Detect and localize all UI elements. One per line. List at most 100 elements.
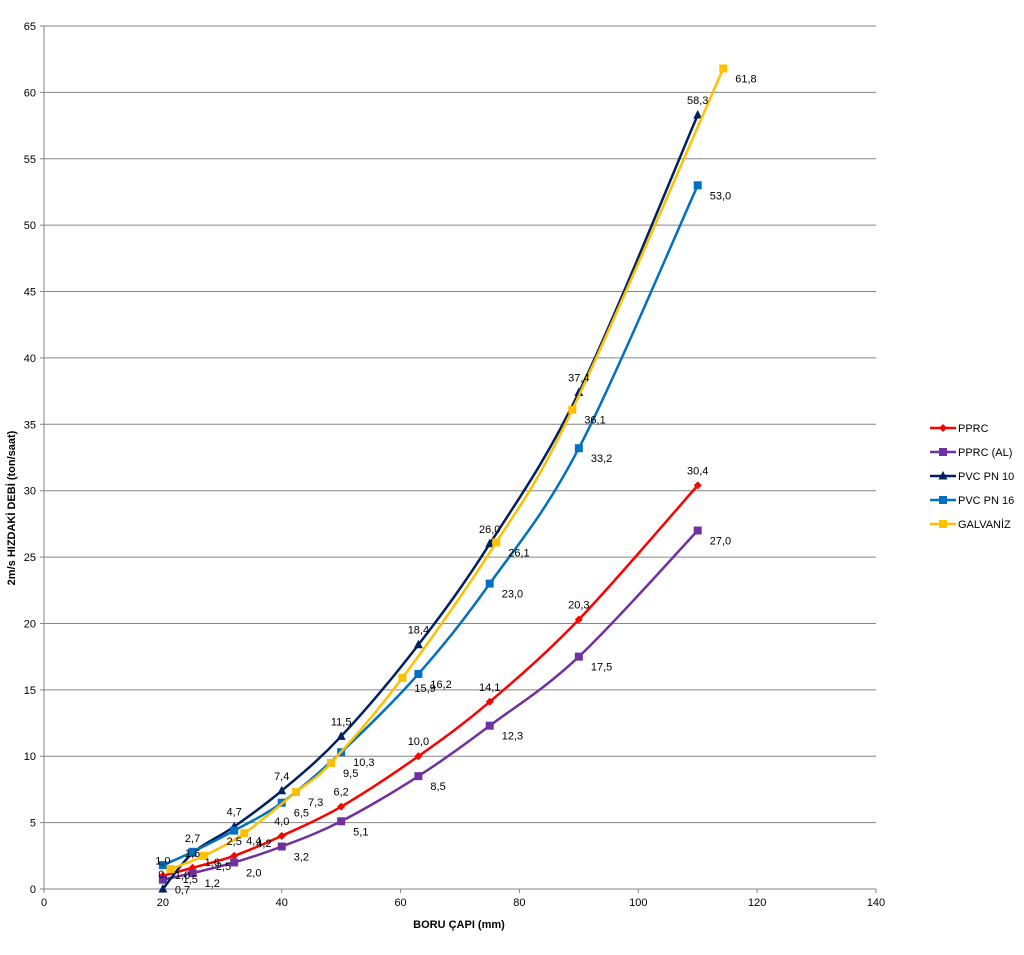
y-tick-label: 20 [24,618,36,630]
data-point-pvc-pn-10 [413,639,423,649]
x-tick-label: 100 [629,897,647,909]
data-label-pvc-pn-10: 4,7 [227,807,242,819]
data-point-pprc [414,752,423,761]
data-label-pvc-pn-10: 37,4 [568,372,589,384]
legend: PPRC PPRC (AL) PVC PN 10 PVC PN 16 GALVANİZ [930,423,1014,531]
x-tick-label: 20 [157,897,169,909]
data-label-galvani-z: 61,8 [735,73,756,85]
data-label-galvani-z: 9,5 [343,768,358,780]
x-tick-label: 40 [276,897,288,909]
data-label-pvc-pn-16: 33,2 [591,453,612,465]
data-point-galvani-z [166,865,175,874]
data-label-pprc-al: 5,1 [353,826,368,838]
data-label-pvc-pn-16: 1,0 [175,870,190,882]
data-label-pvc-pn-16: 16,2 [430,679,451,691]
data-label-pprc: 4,0 [274,816,289,828]
data-label-galvani-z: 4,2 [256,838,271,850]
legend-label-pprc-al: PPRC (AL) [958,447,1012,459]
data-label-pprc-al: 8,5 [430,781,445,793]
legend-label-pvc-pn-16: PVC PN 16 [958,495,1014,507]
data-point-pprc [277,831,286,840]
legend-marker-pvc-pn-10 [938,471,948,480]
legend-marker-galvani-z [939,520,947,528]
data-point-pprc [485,697,494,706]
y-tick-label: 65 [24,21,36,33]
data-label-pprc-al: 2,0 [246,867,261,879]
data-label-pvc-pn-10: 2,7 [185,833,200,845]
data-label-pprc: 6,2 [333,787,348,799]
data-label-pvc-pn-10: 18,4 [408,625,429,637]
legend-label-pvc-pn-10: PVC PN 10 [958,471,1014,483]
data-point-pprc [693,481,702,490]
data-label-galvani-z: 15,9 [414,683,435,695]
data-label-pprc: 30,4 [687,465,708,477]
data-label-pvc-pn-10: 26,0 [479,524,500,536]
y-tick-label: 10 [24,751,36,763]
legend-marker-pvc-pn-16 [939,496,947,504]
y-tick-label: 55 [24,154,36,166]
data-point-pprc-al [188,869,197,878]
data-point-pvc-pn-16 [158,861,167,870]
x-tick-label: 140 [867,897,885,909]
data-point-pvc-pn-10 [485,538,495,548]
series-lines [158,64,728,893]
data-point-pvc-pn-16 [693,181,702,190]
axes: 0 5 10 15 20 25 30 35 40 45 50 55 60 65 0 20 40 60 80 100 12… [24,21,885,909]
data-label-pprc-al: 17,5 [591,662,612,674]
x-axis-title: BORU ÇAPI (mm) [413,919,505,931]
data-point-pvc-pn-16 [230,826,239,835]
data-label-galvani-z: 7,3 [308,797,323,809]
data-point-pvc-pn-16 [574,444,583,453]
data-label-pprc: 10,0 [408,736,429,748]
data-point-galvani-z [492,538,501,547]
data-label-pvc-pn-16: 1,6 [205,857,220,869]
x-tick-label: 0 [41,897,47,909]
y-tick-label: 5 [30,818,36,830]
data-label-galvani-z: 2,5 [216,861,231,873]
data-label-pvc-pn-16: 4,4 [246,836,261,848]
y-tick-label: 30 [24,486,36,498]
data-point-pprc-al [485,721,494,730]
data-point-pvc-pn-16 [485,579,494,588]
data-point-pprc-al [158,875,167,884]
y-tick-label: 60 [24,87,36,99]
legend-marker-pprc-al [939,448,947,456]
data-label-pprc: 1,6 [185,848,200,860]
data-label-pprc: 14,1 [479,682,500,694]
data-label-pprc: 20,3 [568,599,589,611]
data-label-galvani-z: 1,5 [183,874,198,886]
x-tick-label: 120 [748,897,766,909]
data-point-galvani-z [398,673,407,682]
x-tick-label: 60 [394,897,406,909]
y-tick-label: 40 [24,353,36,365]
data-label-pprc: 2,5 [227,836,242,848]
y-tick-label: 25 [24,552,36,564]
data-point-pprc-al [693,526,702,535]
data-label-pvc-pn-16: 23,0 [502,589,523,601]
series-line-pvc-pn-16 [162,184,699,867]
data-label-galvani-z: 36,1 [584,415,605,427]
data-point-pprc-al [414,772,423,781]
data-point-pprc [337,802,346,811]
data-label-pprc-al: 27,0 [710,536,731,548]
data-label-pprc-al: 3,2 [294,852,309,864]
y-tick-label: 0 [30,884,36,896]
y-axis-title: 2m/s HIZDAKİ DEBİ (ton/saat) [5,430,18,585]
data-label-pvc-pn-10: 58,3 [687,95,708,107]
x-tick-label: 80 [513,897,525,909]
data-label-pvc-pn-10: 11,5 [331,716,352,728]
data-labels: 1,01,62,54,06,210,014,120,330,40,71,22,0… [155,73,756,896]
data-point-pvc-pn-10 [693,109,703,119]
data-label-pprc-al: 12,3 [502,731,523,743]
legend-marker-pprc [939,424,947,432]
data-label-galvani-z: 26,1 [508,547,529,559]
data-point-galvani-z [719,64,728,73]
data-label-pprc: 1,0 [155,856,170,868]
y-tick-label: 45 [24,287,36,299]
data-point-galvani-z [291,788,300,797]
data-point-pvc-pn-10 [277,785,287,795]
y-tick-label: 35 [24,419,36,431]
